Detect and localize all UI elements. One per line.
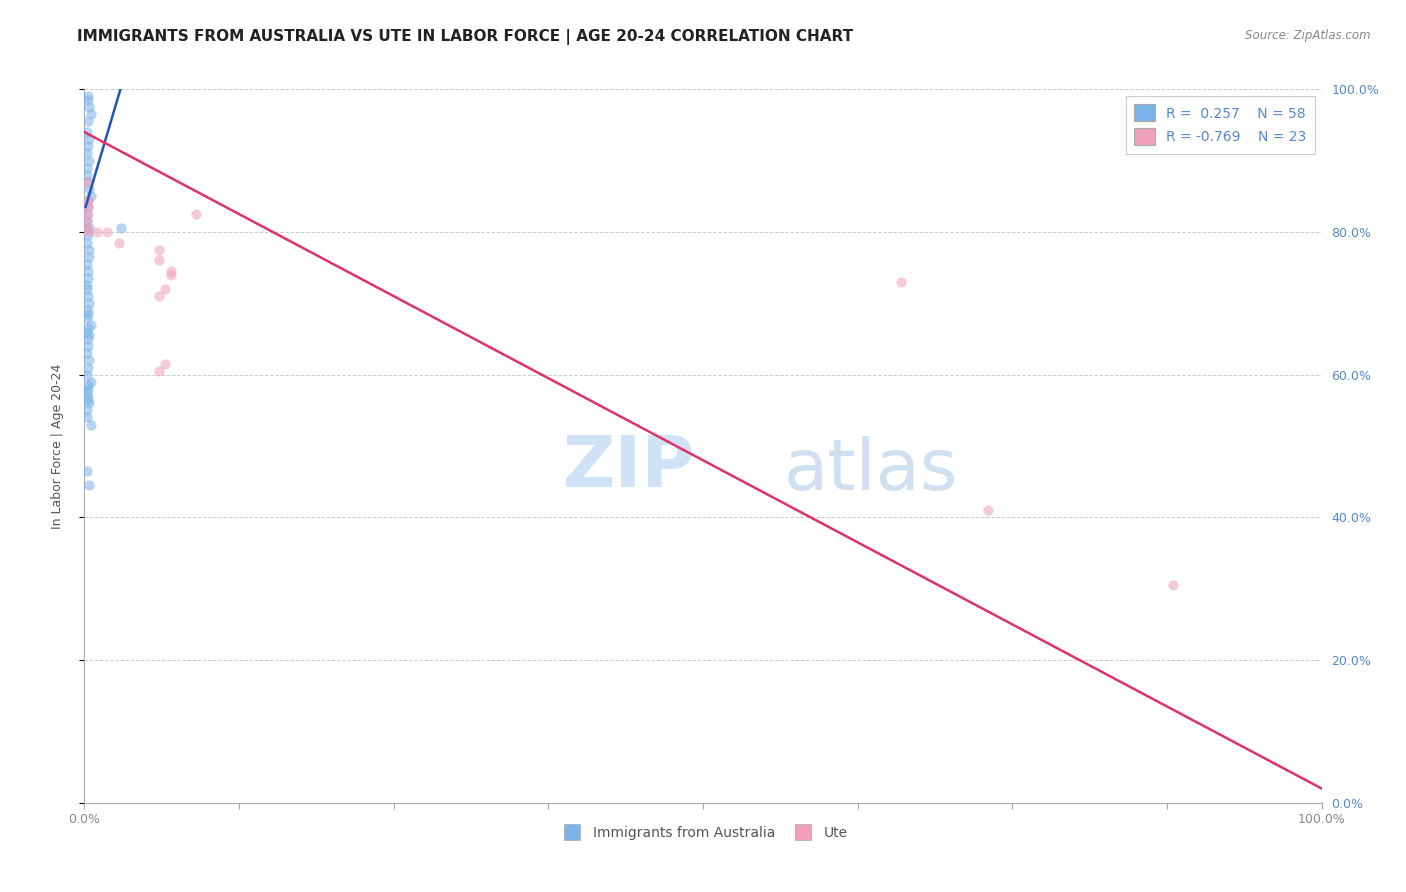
Point	[77, 89, 100, 103]
Point	[890, 275, 912, 289]
Point	[76, 161, 98, 175]
Point	[77, 221, 100, 235]
Point	[77, 389, 100, 403]
Point	[76, 464, 98, 478]
Point	[79, 417, 101, 432]
Point	[153, 282, 176, 296]
Point	[77, 332, 100, 346]
Point	[76, 346, 98, 360]
Point	[110, 221, 132, 235]
Point	[79, 243, 101, 257]
Point	[77, 139, 100, 153]
Text: atlas: atlas	[783, 436, 957, 506]
Point	[86, 225, 108, 239]
Point	[148, 289, 170, 303]
Text: ZIP: ZIP	[562, 433, 695, 502]
Y-axis label: In Labor Force | Age 20-24: In Labor Force | Age 20-24	[51, 363, 63, 529]
Point	[77, 382, 100, 396]
Point	[153, 357, 176, 371]
Point	[79, 100, 101, 114]
Point	[76, 385, 98, 400]
Point	[77, 360, 100, 375]
Point	[77, 303, 100, 318]
Point	[79, 328, 101, 343]
Point	[77, 321, 100, 335]
Point	[77, 193, 100, 207]
Point	[77, 378, 100, 392]
Point	[148, 364, 170, 378]
Point	[1161, 578, 1184, 592]
Point	[77, 200, 100, 214]
Point	[976, 503, 998, 517]
Point	[77, 228, 100, 243]
Point	[79, 221, 101, 235]
Point	[76, 196, 98, 211]
Point	[79, 318, 101, 332]
Point	[77, 175, 100, 189]
Point	[76, 235, 98, 250]
Point	[79, 189, 101, 203]
Point	[160, 268, 183, 282]
Point	[76, 325, 98, 339]
Point	[76, 214, 98, 228]
Point	[76, 168, 98, 182]
Point	[79, 153, 101, 168]
Point	[75, 221, 97, 235]
Point	[108, 235, 131, 250]
Point	[76, 368, 98, 382]
Point	[77, 264, 100, 278]
Point	[76, 207, 98, 221]
Point	[79, 396, 101, 410]
Point	[77, 200, 100, 214]
Point	[148, 253, 170, 268]
Text: IMMIGRANTS FROM AUSTRALIA VS UTE IN LABOR FORCE | AGE 20-24 CORRELATION CHART: IMMIGRANTS FROM AUSTRALIA VS UTE IN LABO…	[77, 29, 853, 45]
Point	[77, 114, 100, 128]
Point	[77, 207, 100, 221]
Point	[77, 339, 100, 353]
Point	[79, 296, 101, 310]
Point	[77, 193, 100, 207]
Point	[148, 243, 170, 257]
Point	[76, 214, 98, 228]
Point	[77, 392, 100, 407]
Point	[79, 132, 101, 146]
Point	[76, 146, 98, 161]
Point	[76, 257, 98, 271]
Point	[76, 310, 98, 325]
Point	[76, 410, 98, 425]
Point	[79, 250, 101, 264]
Point	[79, 182, 101, 196]
Point	[79, 375, 101, 389]
Point	[77, 93, 100, 107]
Point	[79, 478, 101, 492]
Point	[79, 107, 101, 121]
Point	[160, 264, 183, 278]
Legend: Immigrants from Australia, Ute: Immigrants from Australia, Ute	[553, 821, 853, 846]
Point	[76, 125, 98, 139]
Point	[77, 307, 100, 321]
Point	[76, 403, 98, 417]
Point	[76, 282, 98, 296]
Point	[96, 225, 118, 239]
Point	[184, 207, 207, 221]
Point	[76, 175, 98, 189]
Point	[77, 289, 100, 303]
Text: Source: ZipAtlas.com: Source: ZipAtlas.com	[1246, 29, 1371, 42]
Point	[76, 278, 98, 293]
Point	[77, 271, 100, 285]
Point	[79, 353, 101, 368]
Point	[77, 225, 100, 239]
